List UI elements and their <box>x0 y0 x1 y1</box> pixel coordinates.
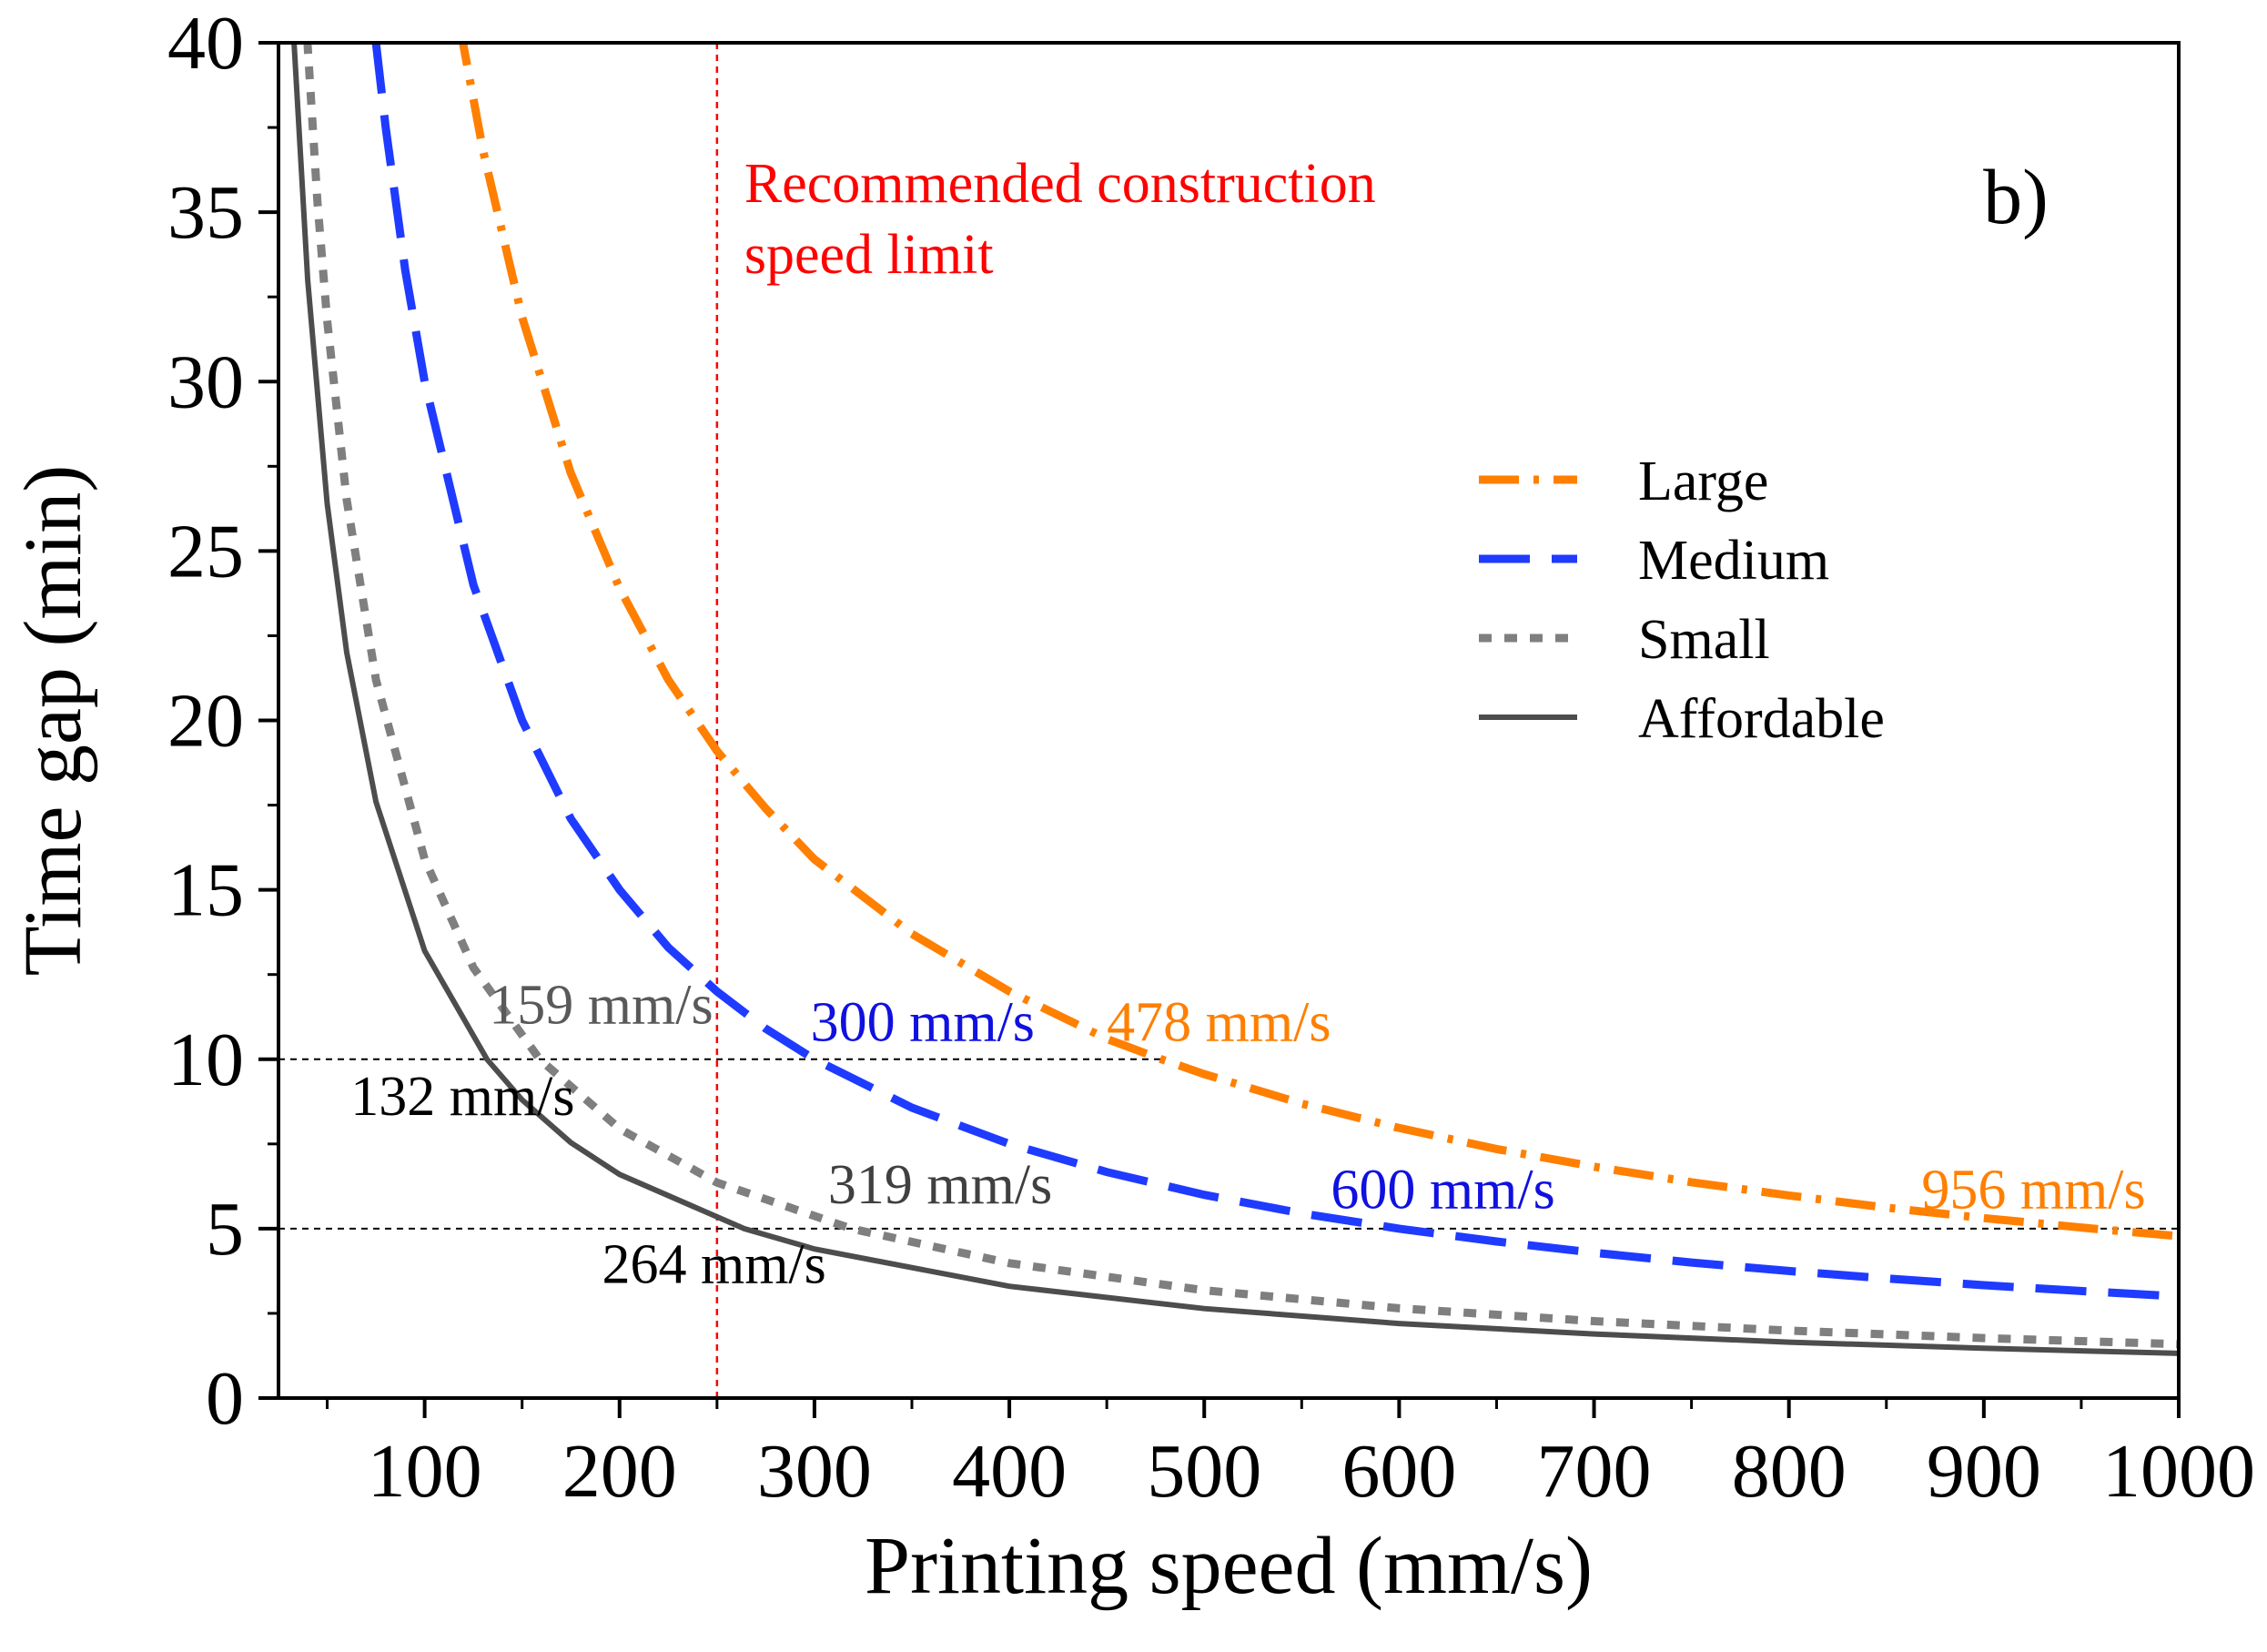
x-tick-label-700: 700 <box>1537 1429 1652 1514</box>
speed-limit-label-line-2: speed limit <box>744 224 994 286</box>
x-tick-label-200: 200 <box>562 1429 677 1514</box>
x-tick-label-900: 900 <box>1927 1429 2041 1514</box>
x-tick-label-400: 400 <box>952 1429 1067 1514</box>
annotation-600-mm-s: 600 mm/s <box>1331 1160 1554 1221</box>
annotation-300-mm-s: 300 mm/s <box>811 991 1035 1053</box>
y-tick-label-25: 25 <box>167 509 244 593</box>
legend-label-small: Small <box>1638 609 1770 671</box>
axes: 100 200 300 400 500 600 700 800 900 1000 0 5 10 15 20 2… <box>167 1 2255 1514</box>
speed-limit-label-line-1: Recommended construction <box>744 153 1376 215</box>
annotation-319-mm-s: 319 mm/s <box>828 1154 1052 1216</box>
y-tick-label-20: 20 <box>167 679 244 764</box>
x-tick-label-1000: 1000 <box>2102 1429 2255 1514</box>
legend-label-large: Large <box>1638 451 1768 512</box>
legend-label-affordable: Affordable <box>1638 688 1885 750</box>
series-lines <box>291 43 2179 1356</box>
x-tick-label-100: 100 <box>368 1429 482 1514</box>
y-tick-label-10: 10 <box>167 1018 244 1102</box>
series-affordable-line <box>291 43 2179 1356</box>
legend: Large Medium Small Affordable <box>1479 451 1885 750</box>
x-tick-label-300: 300 <box>757 1429 872 1514</box>
series-medium-line <box>371 43 2179 1301</box>
y-tick-label-40: 40 <box>167 1 244 86</box>
x-tick-label-800: 800 <box>1732 1429 1847 1514</box>
legend-label-medium: Medium <box>1638 530 1829 592</box>
y-axis-title: Time gap (min) <box>8 465 98 977</box>
y-tick-label-0: 0 <box>206 1356 244 1441</box>
annotation-956-mm-s: 956 mm/s <box>1921 1160 2145 1221</box>
y-tick-label-35: 35 <box>167 170 244 255</box>
x-tick-label-600: 600 <box>1341 1429 1456 1514</box>
annotation-159-mm-s: 159 mm/s <box>489 975 713 1037</box>
x-axis-title: Printing speed (mm/s) <box>865 1521 1593 1611</box>
y-tick-label-5: 5 <box>206 1187 244 1272</box>
reference-lines: Recommended construction speed limit <box>278 43 2179 1398</box>
y-tick-label-30: 30 <box>167 340 244 424</box>
speed-annotations: 159 mm/s 300 mm/s 478 mm/s 132 mm/s 319 mm/s… <box>350 975 2145 1296</box>
x-tick-label-500: 500 <box>1147 1429 1261 1514</box>
annotation-132-mm-s: 132 mm/s <box>350 1066 574 1128</box>
series-small-line <box>303 43 2179 1349</box>
y-tick-label-15: 15 <box>167 848 244 933</box>
series-large-line <box>459 43 2179 1241</box>
panel-label: b) <box>1983 153 2049 240</box>
annotation-478-mm-s: 478 mm/s <box>1107 991 1331 1053</box>
annotation-264-mm-s: 264 mm/s <box>602 1233 825 1295</box>
